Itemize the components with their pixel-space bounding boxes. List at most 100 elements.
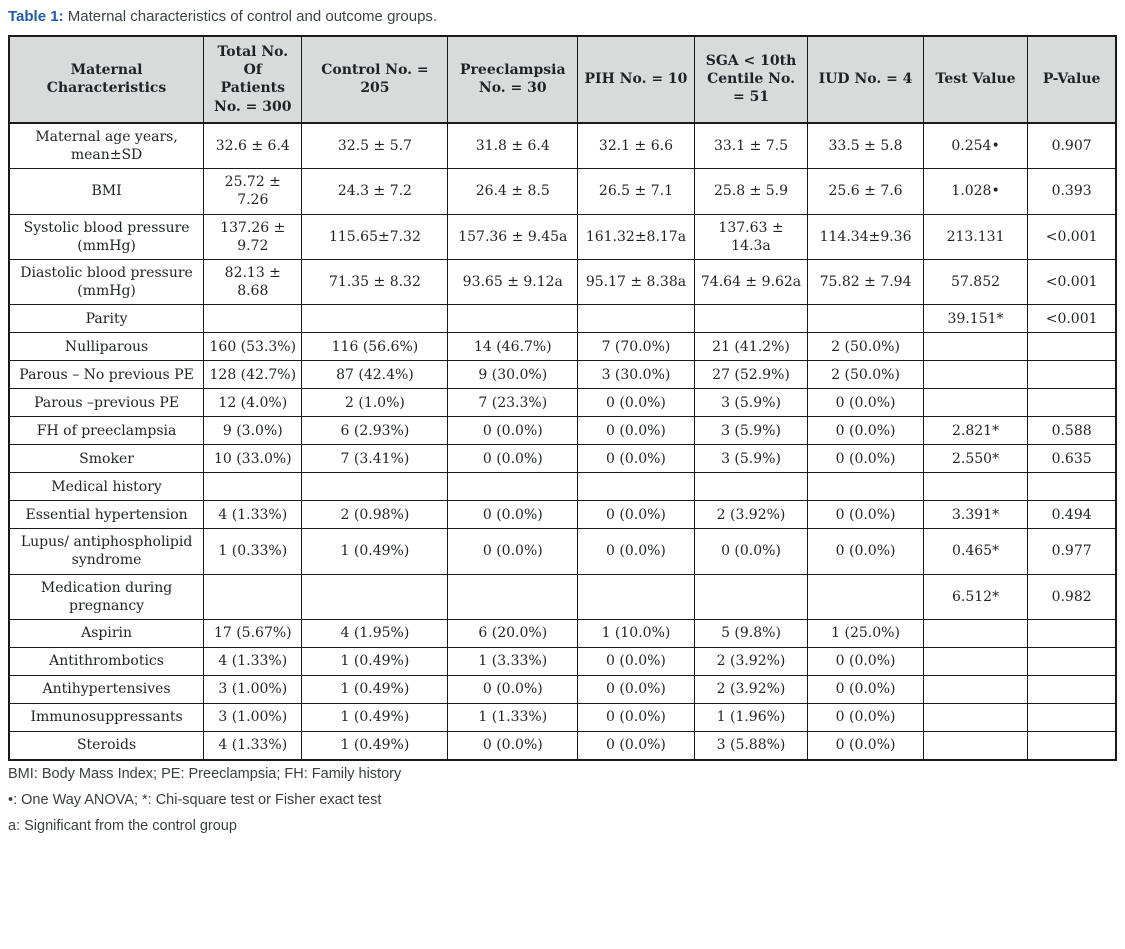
row-label: Parous – No previous PE [8,360,205,390]
row-label: Immunosuppressants [8,703,205,732]
cell: 2 (50.0%) [807,332,924,362]
column-header: Test Value [922,35,1029,124]
row-label: Systolic blood pressure (mmHg) [8,213,205,260]
cell: 0 (0.0%) [807,731,924,761]
row-label: Parous –previous PE [8,388,205,418]
cell: 1 (1.96%) [693,703,809,732]
cell: 0 (0.0%) [807,388,924,418]
cell: 0 (0.0%) [577,388,695,418]
cell: 25.8 ± 5.9 [693,168,809,215]
cell: 0 (0.0%) [577,647,695,676]
cell: 128 (42.7%) [203,360,303,390]
cell: 1 (0.33%) [203,528,303,575]
cell: 115.65±7.32 [301,213,449,260]
cell: 0.982 [1027,573,1117,621]
cell [301,472,449,502]
cell: 31.8 ± 6.4 [447,122,579,170]
table-row: Medication during pregnancy 6.512* 0.982 [8,573,1117,621]
table-row: Parity 39.151* <0.001 [8,304,1117,334]
table-row: Lupus/ antiphospholipid syndrome 1 (0.33%… [8,528,1117,575]
cell: 0.588 [1027,416,1117,446]
cell: 0 (0.0%) [447,675,579,704]
cell: 0 (0.0%) [447,528,579,575]
cell [922,388,1029,418]
row-label: Aspirin [8,619,205,648]
cell: 6 (20.0%) [447,619,579,648]
cell [203,573,303,621]
cell: 10 (33.0%) [203,444,303,474]
cell: 82.13 ± 8.68 [203,258,303,306]
cell: 24.3 ± 7.2 [301,168,449,215]
row-label: Essential hypertension [8,500,205,530]
cell [922,647,1029,676]
cell: 0 (0.0%) [577,444,695,474]
cell: 3 (5.9%) [693,416,809,446]
cell: <0.001 [1027,304,1117,334]
cell: 0 (0.0%) [577,416,695,446]
row-label: BMI [8,168,205,215]
cell: 87 (42.4%) [301,360,449,390]
cell: 213.131 [922,213,1029,260]
cell: 0 (0.0%) [807,703,924,732]
cell: 2.550* [922,444,1029,474]
table-header: Maternal Characteristics Total No. Of Pat… [8,35,1117,124]
cell: 160 (53.3%) [203,332,303,362]
cell: 2 (3.92%) [693,675,809,704]
cell: 26.4 ± 8.5 [447,168,579,215]
cell: 3.391* [922,500,1029,530]
table-row: Parous – No previous PE 128 (42.7%) 87 (42… [8,360,1117,390]
table-row: Nulliparous 160 (53.3%) 116 (56.6%) 14 (46.… [8,332,1117,362]
table-row: Antihypertensives 3 (1.00%) 1 (0.49%) 0 (0.… [8,675,1117,704]
cell: 7 (70.0%) [577,332,695,362]
cell [693,304,809,334]
cell: 1 (0.49%) [301,675,449,704]
table-row: Systolic blood pressure (mmHg) 137.26 ± 9… [8,213,1117,260]
cell: 2 (1.0%) [301,388,449,418]
cell: 2 (3.92%) [693,647,809,676]
cell: 0 (0.0%) [447,416,579,446]
column-header: Maternal Characteristics [8,35,205,124]
cell [447,304,579,334]
cell: 32.5 ± 5.7 [301,122,449,170]
table-row: Immunosuppressants 3 (1.00%) 1 (0.49%) 1 (1… [8,703,1117,732]
row-label: FH of preeclampsia [8,416,205,446]
cell: 71.35 ± 8.32 [301,258,449,306]
table-row: Diastolic blood pressure (mmHg) 82.13 ± 8… [8,258,1117,306]
maternal-characteristics-table: Maternal Characteristics Total No. Of Pat… [8,35,1117,761]
table-row: BMI 25.72 ± 7.26 24.3 ± 7.2 26.4 ± 8.5 26.5 … [8,168,1117,215]
cell [203,304,303,334]
row-label: Nulliparous [8,332,205,362]
cell [1027,619,1117,648]
row-label: Diastolic blood pressure (mmHg) [8,258,205,306]
cell: 0 (0.0%) [577,675,695,704]
cell: 4 (1.33%) [203,731,303,761]
cell: 137.26 ± 9.72 [203,213,303,260]
cell [807,472,924,502]
table-row: Essential hypertension 4 (1.33%) 2 (0.98%)… [8,500,1117,530]
cell [301,304,449,334]
cell [1027,647,1117,676]
cell: 2.821* [922,416,1029,446]
cell: 1 (1.33%) [447,703,579,732]
cell [1027,360,1117,390]
cell: 3 (1.00%) [203,675,303,704]
column-header: Control No. = 205 [301,35,449,124]
column-header: P-Value [1027,35,1117,124]
cell [447,472,579,502]
cell: 3 (30.0%) [577,360,695,390]
cell [922,332,1029,362]
cell [1027,731,1117,761]
cell: <0.001 [1027,213,1117,260]
cell: 14 (46.7%) [447,332,579,362]
cell: 21 (41.2%) [693,332,809,362]
row-label: Smoker [8,444,205,474]
cell: 27 (52.9%) [693,360,809,390]
footnote-significance: a: Significant from the control group [8,818,237,835]
row-label: Medical history [8,472,205,502]
table-row: Aspirin 17 (5.67%) 4 (1.95%) 6 (20.0%) 1 (10… [8,619,1117,648]
cell: 0.393 [1027,168,1117,215]
cell: 1 (25.0%) [807,619,924,648]
cell: 0 (0.0%) [807,647,924,676]
cell [922,731,1029,761]
footnote-statistical-tests: •: One Way ANOVA; *: Chi-square test or … [8,792,382,809]
